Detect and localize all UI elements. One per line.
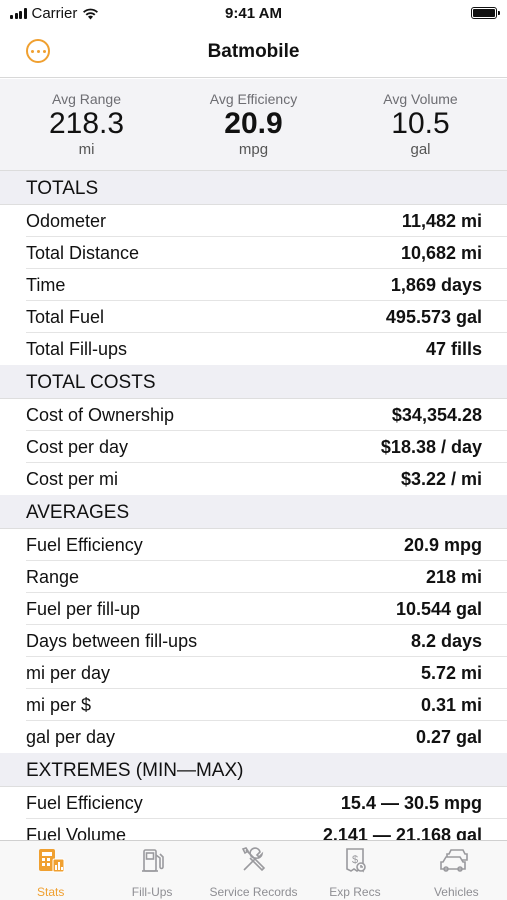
battery-icon: [471, 7, 500, 19]
avg-efficiency-unit: mpg: [238, 141, 269, 158]
stats-icon: [38, 849, 65, 873]
avg-volume-value: 10.5: [391, 107, 450, 140]
row-label: gal per day: [26, 727, 116, 747]
avg-range-label: Avg Range: [51, 91, 121, 107]
row-label: mi per $: [26, 695, 92, 715]
row-label: Fuel Volume: [26, 825, 127, 840]
avg-volume-label: Avg Volume: [383, 91, 458, 107]
table-row: mi per $ 0.31 mi: [0, 689, 507, 721]
section-header-totals: TOTALS: [0, 171, 507, 205]
table-row: Fuel per fill-up 10.544 gal: [0, 593, 507, 625]
row-value: 1,869 days: [390, 275, 482, 295]
more-options-icon[interactable]: [26, 39, 50, 63]
avg-range-stat: Avg Range 218.3 mi: [2, 91, 171, 158]
row-value: 495.573 gal: [385, 307, 482, 327]
avg-range-value: 218.3: [48, 107, 125, 140]
table-row: Total Distance 10,682 mi: [0, 237, 507, 269]
row-label: Total Distance: [26, 243, 140, 263]
navigation-bar: Batmobile: [0, 28, 507, 78]
tab-service-records[interactable]: Service Records: [203, 841, 304, 900]
table-row: gal per day 0.27 gal: [0, 721, 507, 753]
table-row: Cost of Ownership $34,354.28: [0, 399, 507, 431]
stats-list[interactable]: TOTALS Odometer 11,482 mi Total Distance 1…: [0, 171, 507, 840]
row-label: mi per day: [26, 663, 111, 683]
row-label: Fuel Efficiency: [26, 793, 143, 813]
table-row: mi per day 5.72 mi: [0, 657, 507, 689]
row-value: 0.31 mi: [420, 695, 482, 715]
row-value: 0.27 gal: [415, 727, 482, 747]
table-row: Range 218 mi: [0, 561, 507, 593]
row-label: Total Fill-ups: [26, 339, 128, 359]
row-value: 218 mi: [425, 567, 482, 587]
svg-text:$: $: [352, 854, 358, 866]
summary-panel: Avg Range 218.3 mi Avg Efficiency 20.9 m…: [0, 79, 507, 171]
table-row: Cost per day $18.38 / day: [0, 431, 507, 463]
section-header-extremes: EXTREMES (MIN—MAX): [0, 753, 507, 787]
status-time: 9:41 AM: [225, 5, 282, 22]
row-label: Fuel per fill-up: [26, 599, 141, 619]
avg-range-unit: mi: [78, 141, 95, 158]
wifi-icon: [83, 8, 99, 19]
avg-efficiency-label: Avg Efficiency: [209, 91, 298, 107]
carrier-label: Carrier: [31, 5, 78, 22]
row-label: Total Fuel: [26, 307, 105, 327]
row-label: Range: [26, 567, 80, 587]
tab-bar: Stats Fill-Ups Service Records: [0, 840, 507, 900]
row-label: Cost per mi: [26, 469, 119, 489]
row-value: $3.22 / mi: [400, 469, 482, 489]
table-row: Time 1,869 days: [0, 269, 507, 301]
table-row: Fuel Volume 2.141 — 21.168 gal: [0, 819, 507, 840]
row-label: Fuel Efficiency: [26, 535, 143, 555]
tab-label: Service Records: [209, 885, 298, 899]
table-row: Fuel Efficiency 20.9 mpg: [0, 529, 507, 561]
row-value: 8.2 days: [410, 631, 482, 651]
row-label: Cost of Ownership: [26, 405, 175, 425]
row-value: 5.72 mi: [420, 663, 482, 683]
row-value: 11,482 mi: [401, 211, 482, 231]
wrench-screwdriver-icon: [241, 847, 265, 872]
fuel-pump-icon: [142, 849, 164, 872]
row-value: 20.9 mpg: [403, 535, 482, 555]
row-value: 47 fills: [425, 339, 482, 359]
table-row: Total Fuel 495.573 gal: [0, 301, 507, 333]
tab-vehicles[interactable]: Vehicles: [406, 841, 507, 900]
avg-volume-unit: gal: [410, 141, 431, 158]
tab-label: Vehicles: [433, 885, 479, 899]
table-row: Fuel Efficiency 15.4 — 30.5 mpg: [0, 787, 507, 819]
signal-icon: [10, 8, 27, 19]
section-header-total-costs: TOTAL COSTS: [0, 365, 507, 399]
avg-efficiency-value: 20.9: [224, 107, 283, 140]
row-value: 15.4 — 30.5 mpg: [340, 793, 482, 813]
section-header-averages: AVERAGES: [0, 495, 507, 529]
row-label: Cost per day: [26, 437, 129, 457]
row-value: 2.141 — 21.168 gal: [322, 825, 482, 840]
tab-fill-ups[interactable]: Fill-Ups: [101, 841, 202, 900]
row-value: 10.544 gal: [395, 599, 482, 619]
tab-label: Fill-Ups: [131, 885, 173, 899]
row-value: 10,682 mi: [400, 243, 482, 263]
table-row: Total Fill-ups 47 fills: [0, 333, 507, 365]
tab-label: Stats: [37, 885, 65, 899]
status-bar: Carrier 9:41 AM: [0, 0, 507, 28]
avg-volume-stat: Avg Volume 10.5 gal: [336, 91, 505, 158]
tab-exp-recs[interactable]: $ Exp Recs: [304, 841, 405, 900]
row-label: Odometer: [26, 211, 107, 231]
tab-stats[interactable]: Stats: [0, 841, 101, 900]
table-row: Odometer 11,482 mi: [0, 205, 507, 237]
row-label: Time: [26, 275, 66, 295]
row-value: $18.38 / day: [380, 437, 482, 457]
avg-efficiency-stat: Avg Efficiency 20.9 mpg: [169, 91, 338, 158]
status-left: Carrier: [10, 5, 99, 22]
cars-icon: [440, 849, 469, 872]
page-title: Batmobile: [207, 41, 300, 62]
row-label: Days between fill-ups: [26, 631, 198, 651]
table-row: Cost per mi $3.22 / mi: [0, 463, 507, 495]
table-row: Days between fill-ups 8.2 days: [0, 625, 507, 657]
receipt-icon: $: [346, 848, 366, 873]
tab-label: Exp Recs: [329, 885, 381, 899]
row-value: $34,354.28: [391, 405, 482, 425]
